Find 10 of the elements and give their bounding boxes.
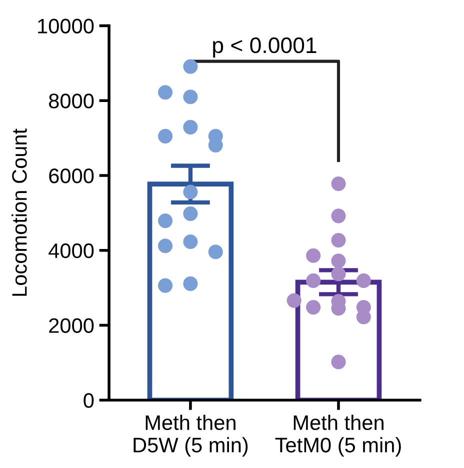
y-tick-label: 6000	[49, 168, 94, 184]
x-tick-label: Meth then D5W (5 min)	[134, 414, 248, 457]
y-tick-label: 10000	[38, 18, 94, 34]
y-tick-label: 4000	[48, 243, 94, 258]
y-tick-label: 8000	[49, 94, 94, 108]
y-axis-title: Locomotion Count	[12, 128, 27, 296]
x-tick-label: Meth then TetM0 (5 min)	[275, 414, 401, 457]
annotation: p < 0.0001	[213, 37, 316, 58]
y-tick-label: 2000	[49, 318, 94, 334]
y-tick-label: 0	[84, 393, 94, 408]
